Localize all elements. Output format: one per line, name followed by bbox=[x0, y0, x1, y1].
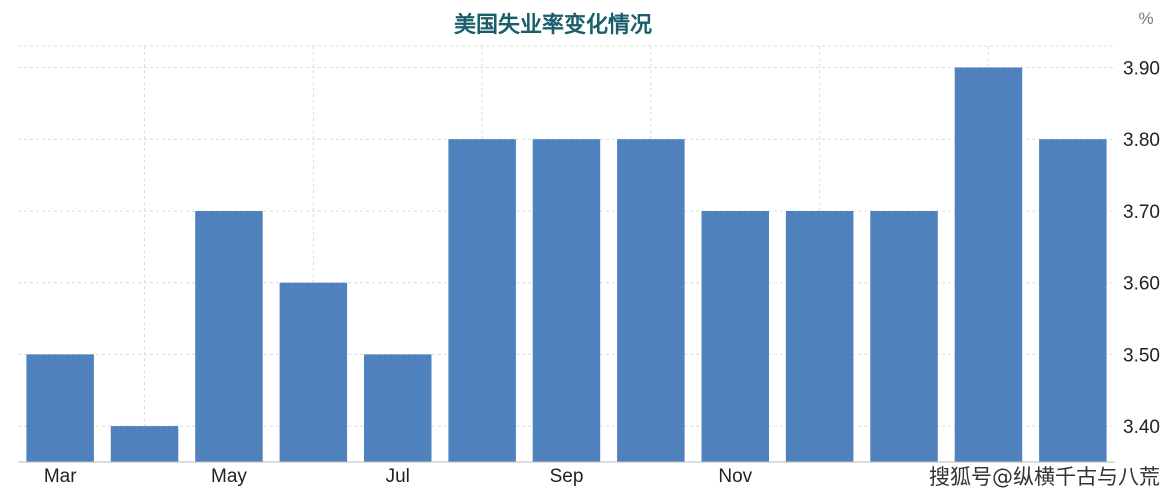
bar bbox=[870, 211, 938, 462]
bar bbox=[785, 211, 854, 462]
x-tick-label: Nov bbox=[718, 466, 752, 487]
bar bbox=[279, 282, 348, 462]
bar bbox=[110, 426, 179, 462]
bar bbox=[448, 139, 516, 462]
y-axis-unit: % bbox=[1138, 9, 1153, 28]
x-tick-label: Mar bbox=[44, 466, 77, 487]
y-tick-label: 3.60 bbox=[1123, 274, 1160, 295]
y-tick-label: 3.80 bbox=[1123, 130, 1160, 151]
bars bbox=[26, 67, 1107, 462]
y-tick-label: 3.40 bbox=[1123, 417, 1160, 438]
bar bbox=[364, 354, 432, 462]
y-tick-labels: 3.40 3.50 3.60 3.70 3.80 3.90 bbox=[1123, 59, 1160, 439]
bar bbox=[26, 354, 94, 462]
bar bbox=[701, 211, 769, 462]
bar bbox=[532, 139, 601, 462]
y-tick-label: 3.50 bbox=[1123, 345, 1160, 366]
x-tick-label: Jul bbox=[386, 466, 410, 487]
watermark-text: 搜狐号@纵横千古与八荒 bbox=[929, 465, 1160, 489]
bar bbox=[617, 139, 685, 462]
x-tick-label: Sep bbox=[550, 466, 584, 487]
bar bbox=[195, 211, 263, 462]
bar bbox=[1039, 139, 1107, 462]
y-tick-label: 3.90 bbox=[1123, 59, 1160, 80]
bar bbox=[954, 67, 1023, 462]
y-tick-label: 3.70 bbox=[1123, 202, 1160, 223]
x-tick-label: May bbox=[211, 466, 247, 487]
chart-title: 美国失业率变化情况 bbox=[454, 12, 652, 38]
x-tick-labels: Mar May Jul Sep Nov bbox=[44, 466, 753, 487]
